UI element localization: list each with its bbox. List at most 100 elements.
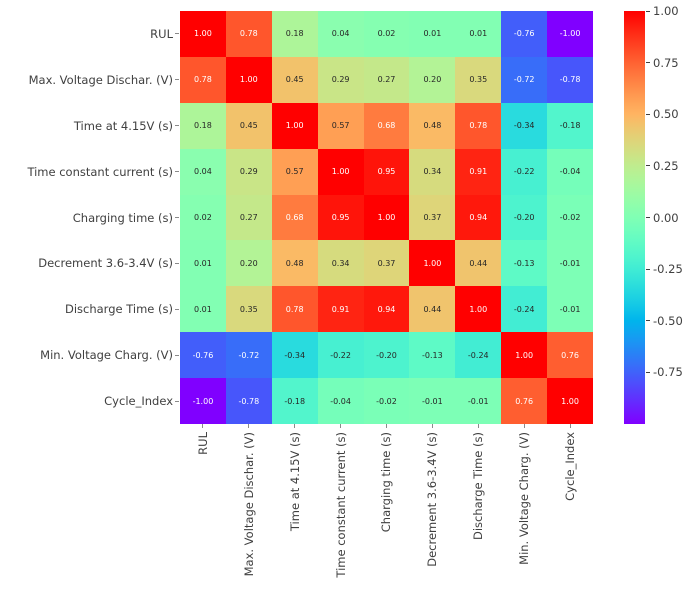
- x-axis-label-slot: Charging time (s): [364, 432, 410, 605]
- heatmap-cell: 0.44: [409, 286, 456, 333]
- heatmap-cell: -0.13: [501, 240, 548, 287]
- heatmap-cell: 0.57: [317, 102, 364, 149]
- heatmap-cell: 0.68: [363, 102, 410, 149]
- colorbar-tick: [646, 268, 650, 270]
- heatmap-cell: 0.02: [180, 194, 226, 241]
- heatmap-cell: -0.18: [547, 102, 593, 149]
- y-axis-tick: [175, 217, 179, 218]
- x-axis-tick: [294, 424, 296, 428]
- heatmap-cell-value: -0.01: [559, 258, 581, 268]
- heatmap-cell: -0.04: [317, 378, 364, 424]
- heatmap-cell-value: 0.01: [194, 304, 212, 314]
- x-axis-label: Max. Voltage Dischar. (V): [241, 432, 256, 577]
- heatmap-cell-value: 0.04: [331, 29, 350, 39]
- heatmap-cell: 0.76: [501, 378, 548, 424]
- heatmap-cell: -0.22: [317, 332, 364, 379]
- colorbar-tick-label: 0.00: [653, 210, 679, 225]
- heatmap-cell-value: 0.04: [194, 167, 212, 177]
- heatmap-cell-value: 1.00: [285, 121, 304, 131]
- colorbar-tick: [646, 113, 650, 115]
- colorbar-tick: [646, 217, 650, 218]
- heatmap-cell: 0.20: [409, 56, 456, 103]
- heatmap-cell: -1.00: [180, 378, 226, 424]
- heatmap-cell: 0.68: [271, 194, 318, 241]
- heatmap-cell: 0.91: [317, 286, 364, 333]
- colorbar-tick: [646, 165, 650, 167]
- heatmap-cell-value: -0.20: [513, 212, 535, 222]
- heatmap-cell: -0.01: [409, 378, 456, 424]
- heatmap-cell-value: -0.34: [284, 350, 306, 360]
- heatmap-cell-value: 0.27: [377, 75, 396, 85]
- heatmap-cell-value: -0.13: [422, 350, 443, 360]
- colorbar-tick: [646, 371, 650, 373]
- x-axis-labels: RUL Max. Voltage Dischar. (V) Time at 4.15…: [180, 432, 593, 605]
- y-axis-label: Discharge Time (s): [64, 302, 173, 317]
- colorbar-tick-label: 1.00: [653, 4, 679, 18]
- heatmap-cell: 0.18: [271, 11, 318, 57]
- heatmap-cell-value: -0.78: [559, 75, 581, 85]
- colorbar-tick: [646, 62, 650, 64]
- x-axis-tick: [386, 424, 387, 428]
- heatmap-cell-value: 0.94: [469, 212, 488, 222]
- heatmap-cell: 0.01: [180, 286, 226, 333]
- heatmap-cell-value: -0.01: [422, 396, 443, 406]
- heatmap-cell: 0.44: [455, 240, 502, 287]
- heatmap-cell-value: 1.00: [423, 258, 442, 268]
- x-axis-label-slot: Time constant current (s): [318, 432, 364, 605]
- heatmap-cell-value: 0.27: [239, 212, 258, 222]
- y-axis-tick: [175, 400, 179, 402]
- heatmap-cell-value: -0.04: [559, 167, 581, 177]
- heatmap-cell-value: 0.35: [239, 304, 258, 314]
- y-axis-label: Max. Voltage Dischar. (V): [28, 72, 173, 87]
- heatmap-cell-value: -0.20: [376, 350, 397, 360]
- heatmap-cell-value: 0.48: [285, 258, 304, 268]
- heatmap-cell-value: 1.00: [239, 75, 258, 85]
- heatmap-cell: 0.01: [180, 240, 226, 287]
- heatmap-cell-value: 0.94: [377, 304, 396, 314]
- y-axis-label: Time at 4.15V (s): [73, 118, 173, 133]
- x-axis-label-slot: Discharge Time (s): [455, 432, 501, 605]
- heatmap-cell: 0.45: [271, 56, 318, 103]
- heatmap-cell: 1.00: [180, 11, 226, 57]
- heatmap-cell: -0.02: [363, 378, 410, 424]
- heatmap-cell: 0.45: [225, 102, 272, 149]
- colorbar-tick-label: -0.75: [653, 365, 683, 380]
- heatmap-cell: 0.04: [317, 11, 364, 57]
- heatmap-cell: 0.27: [363, 56, 410, 103]
- heatmap-cell: 1.00: [271, 102, 318, 149]
- heatmap-cell: 0.35: [455, 56, 502, 103]
- heatmap-cell: -0.34: [271, 332, 318, 379]
- heatmap-cell-value: 0.29: [331, 75, 350, 85]
- heatmap-cell: -1.00: [547, 11, 593, 57]
- heatmap-cell-value: 0.37: [377, 258, 396, 268]
- heatmap-cell-value: -0.78: [238, 396, 260, 406]
- heatmap-cell-value: -0.72: [238, 350, 260, 360]
- y-axis-label: Cycle_Index: [104, 394, 173, 409]
- heatmap-cell: 0.29: [317, 56, 364, 103]
- colorbar-tick-label: 0.25: [653, 158, 679, 173]
- heatmap-cell-value: 0.68: [377, 121, 396, 131]
- heatmap-cell: -0.01: [547, 286, 593, 333]
- heatmap-cell-value: 1.00: [331, 167, 350, 177]
- y-axis-tick: [175, 354, 179, 356]
- colorbar-tick: [646, 10, 650, 12]
- heatmap-cell-value: 0.01: [194, 258, 212, 268]
- x-axis-label-slot: Decrement 3.6-3.4V (s): [409, 432, 455, 605]
- heatmap-cell: 0.95: [317, 194, 364, 241]
- heatmap-cell-value: 0.95: [377, 167, 396, 177]
- heatmap-cell: 0.34: [317, 240, 364, 287]
- y-axis-label: Charging time (s): [72, 210, 173, 225]
- y-axis-tick: [175, 125, 179, 127]
- heatmap-cell: 0.94: [455, 194, 502, 241]
- heatmap-cell-value: -1.00: [559, 29, 581, 39]
- heatmap-cell: 0.78: [271, 286, 318, 333]
- heatmap-cell: -0.34: [501, 102, 548, 149]
- x-axis-label-slot: Min. Voltage Charg. (V): [501, 432, 547, 605]
- heatmap-cell: 0.29: [225, 148, 272, 195]
- y-axis-label: Decrement 3.6-3.4V (s): [38, 256, 173, 271]
- heatmap-cell: 0.35: [225, 286, 272, 333]
- heatmap-cell-value: 0.18: [285, 29, 304, 39]
- heatmap-cell: -0.22: [501, 148, 548, 195]
- heatmap-cell-value: -0.04: [330, 396, 351, 406]
